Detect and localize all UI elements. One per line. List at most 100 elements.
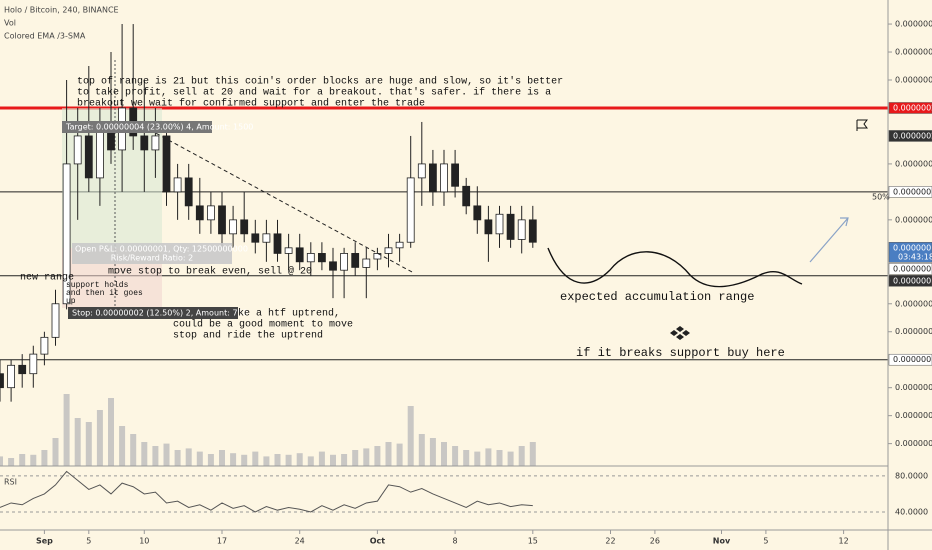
- y-tick-label: 0.00000010: [895, 411, 932, 420]
- candle-body: [273, 233, 282, 254]
- rsi-line: [0, 470, 533, 513]
- annotation: support holds: [66, 281, 129, 290]
- price-label-box: [888, 186, 932, 198]
- candle-body: [462, 185, 471, 207]
- price-label-box: [888, 130, 932, 142]
- candle-body: [395, 241, 404, 249]
- volume-bar: [74, 418, 81, 466]
- volume-bar: [207, 454, 214, 466]
- candle-body: [73, 135, 82, 165]
- vol-label: Vol: [4, 19, 16, 28]
- volume-bar: [96, 410, 103, 466]
- price-label-box: [888, 275, 932, 287]
- x-tick-label: Nov: [713, 537, 731, 546]
- x-tick-label: 5: [86, 537, 91, 546]
- candle-body: [428, 163, 437, 193]
- y-tick-label: 0.00000014: [895, 299, 932, 308]
- annotation: top of range is 21 but this coin's order…: [77, 76, 563, 88]
- volume-bar: [152, 446, 159, 466]
- candle-body: [40, 336, 49, 355]
- volume-bar: [241, 454, 248, 466]
- flag-icon: [856, 119, 868, 131]
- rr-label: Risk/Reward Ratio: 2: [111, 254, 193, 263]
- candle-body: [473, 205, 482, 221]
- price-label: 0.00000016: [893, 264, 932, 273]
- x-tick-label: 5: [763, 537, 768, 546]
- stop-label: Stop: 0.00000002 (12.50%) 2, Amount: 750: [72, 309, 248, 318]
- volume-bar: [485, 448, 492, 466]
- candle-body: [195, 205, 204, 221]
- candles: [0, 24, 537, 402]
- volume-bar: [163, 443, 170, 466]
- target-box: [62, 121, 212, 133]
- volume-bar: [507, 451, 514, 466]
- annotation: and then it goes: [66, 289, 143, 298]
- x-tick-label: Oct: [370, 537, 386, 546]
- volume-bar: [496, 450, 503, 466]
- candle-body: [506, 213, 515, 240]
- candle-body: [206, 205, 215, 221]
- x-tick-label: 26: [650, 537, 660, 546]
- price-label-box: [888, 102, 932, 114]
- annotation: if it breaks support buy here: [576, 346, 785, 360]
- price-label: 0.00000016: [893, 243, 932, 252]
- x-tick-label: 24: [295, 537, 305, 546]
- volume-bar: [63, 394, 70, 466]
- candle-body: [406, 177, 415, 243]
- target-label: Target: 0.00000004 (23.00%) 4, Amount: 1…: [65, 123, 253, 132]
- volume-bar: [141, 442, 148, 466]
- y-tick-label: 0.00000013: [895, 327, 932, 336]
- indicator-label: Colored EMA /3-SMA: [4, 32, 86, 41]
- volume-bar: [518, 446, 525, 466]
- volume-bar: [529, 442, 536, 466]
- volume-bar: [85, 422, 92, 466]
- candle-body: [306, 253, 315, 263]
- volume-bar: [296, 453, 303, 466]
- rsi-tick-label: 80.0000: [895, 471, 928, 480]
- volume-bar: [441, 442, 447, 466]
- volume-bar: [19, 454, 26, 466]
- candle-body: [317, 253, 326, 263]
- annotation: move stop to break even, sell @ 20: [108, 266, 312, 278]
- rsi-label: RSI: [4, 478, 17, 487]
- volume-bar: [130, 434, 137, 466]
- x-tick-label: 10: [139, 537, 149, 546]
- volume-bar: [285, 454, 292, 466]
- candle-body: [173, 177, 182, 193]
- accumulation-curve: [547, 247, 803, 288]
- candle-body: [384, 247, 393, 254]
- x-tick-label: 12: [839, 537, 849, 546]
- candle-body: [229, 219, 238, 235]
- volume-bar: [41, 450, 48, 466]
- annotation: stop and ride the uptrend: [173, 330, 323, 342]
- x-tick-label: 15: [528, 537, 538, 546]
- volume-bar: [0, 456, 3, 466]
- volume-bar: [119, 426, 126, 466]
- y-tick-label: 0.00000017: [895, 215, 932, 224]
- dropbox-icon: [670, 326, 690, 340]
- x-tick-label: Sep: [36, 537, 53, 546]
- volume-bar: [352, 450, 359, 466]
- volume-bar: [30, 454, 37, 466]
- volume-bar: [463, 450, 470, 466]
- price-label-box: [888, 353, 932, 366]
- volume-bar: [429, 438, 436, 466]
- annotation: breakout we wait for confirmed support a…: [77, 98, 425, 110]
- y-tick-label: 0.00000019: [895, 159, 932, 168]
- candle-body: [18, 364, 27, 375]
- candle-body: [373, 253, 382, 260]
- volume-bar: [8, 458, 15, 466]
- candle-body: [329, 261, 337, 271]
- trend-line: [149, 129, 413, 273]
- volume-bar: [318, 451, 325, 466]
- candle-body: [484, 219, 493, 235]
- candle-body: [295, 247, 304, 263]
- y-tick-label: 0.00000009: [895, 439, 932, 448]
- volume-bar: [330, 454, 336, 466]
- candle-body: [517, 219, 526, 240]
- candle-body: [528, 219, 537, 243]
- candle-body: [29, 353, 38, 375]
- candle-body: [240, 219, 249, 235]
- y-tick-label: 0.00000024: [895, 20, 932, 29]
